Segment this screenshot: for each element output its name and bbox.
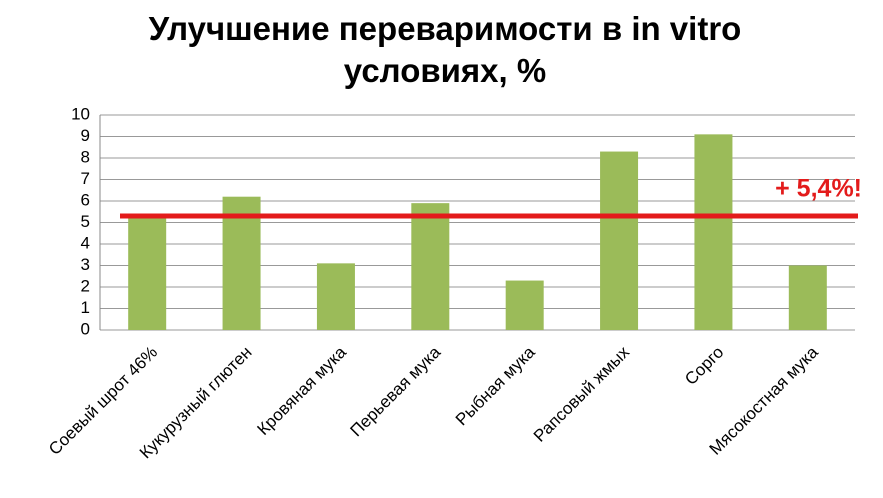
bar xyxy=(222,196,261,330)
y-tick-label: 2 xyxy=(81,276,90,295)
y-tick-label: 5 xyxy=(81,212,90,231)
x-tick-label: Кровяная мука xyxy=(254,342,351,439)
bar xyxy=(128,216,167,330)
y-tick-label: 4 xyxy=(81,233,90,252)
bar xyxy=(694,134,733,330)
y-tick-label: 10 xyxy=(71,104,90,123)
x-tick-label: Рыбная мука xyxy=(452,342,539,429)
chart-title: Улучшение переваримости в in vitro услов… xyxy=(148,10,742,89)
x-tick-label: Рапсовый жмых xyxy=(530,342,633,445)
annotation: + 5,4%! xyxy=(775,175,862,203)
y-tick-label: 8 xyxy=(81,147,90,166)
bar xyxy=(788,265,827,330)
bar xyxy=(505,280,544,330)
x-tick-label: Перьевая мука xyxy=(347,342,445,440)
y-tick-label: 3 xyxy=(81,255,90,274)
bar xyxy=(600,151,639,330)
x-tick-label: Сорго xyxy=(681,343,727,389)
bar xyxy=(316,263,355,330)
bar xyxy=(411,203,450,330)
y-tick-label: 6 xyxy=(81,190,90,209)
y-tick-label: 7 xyxy=(81,169,90,188)
y-tick-label: 9 xyxy=(81,126,90,145)
y-tick-label: 1 xyxy=(81,298,90,317)
y-tick-label: 0 xyxy=(81,319,90,338)
